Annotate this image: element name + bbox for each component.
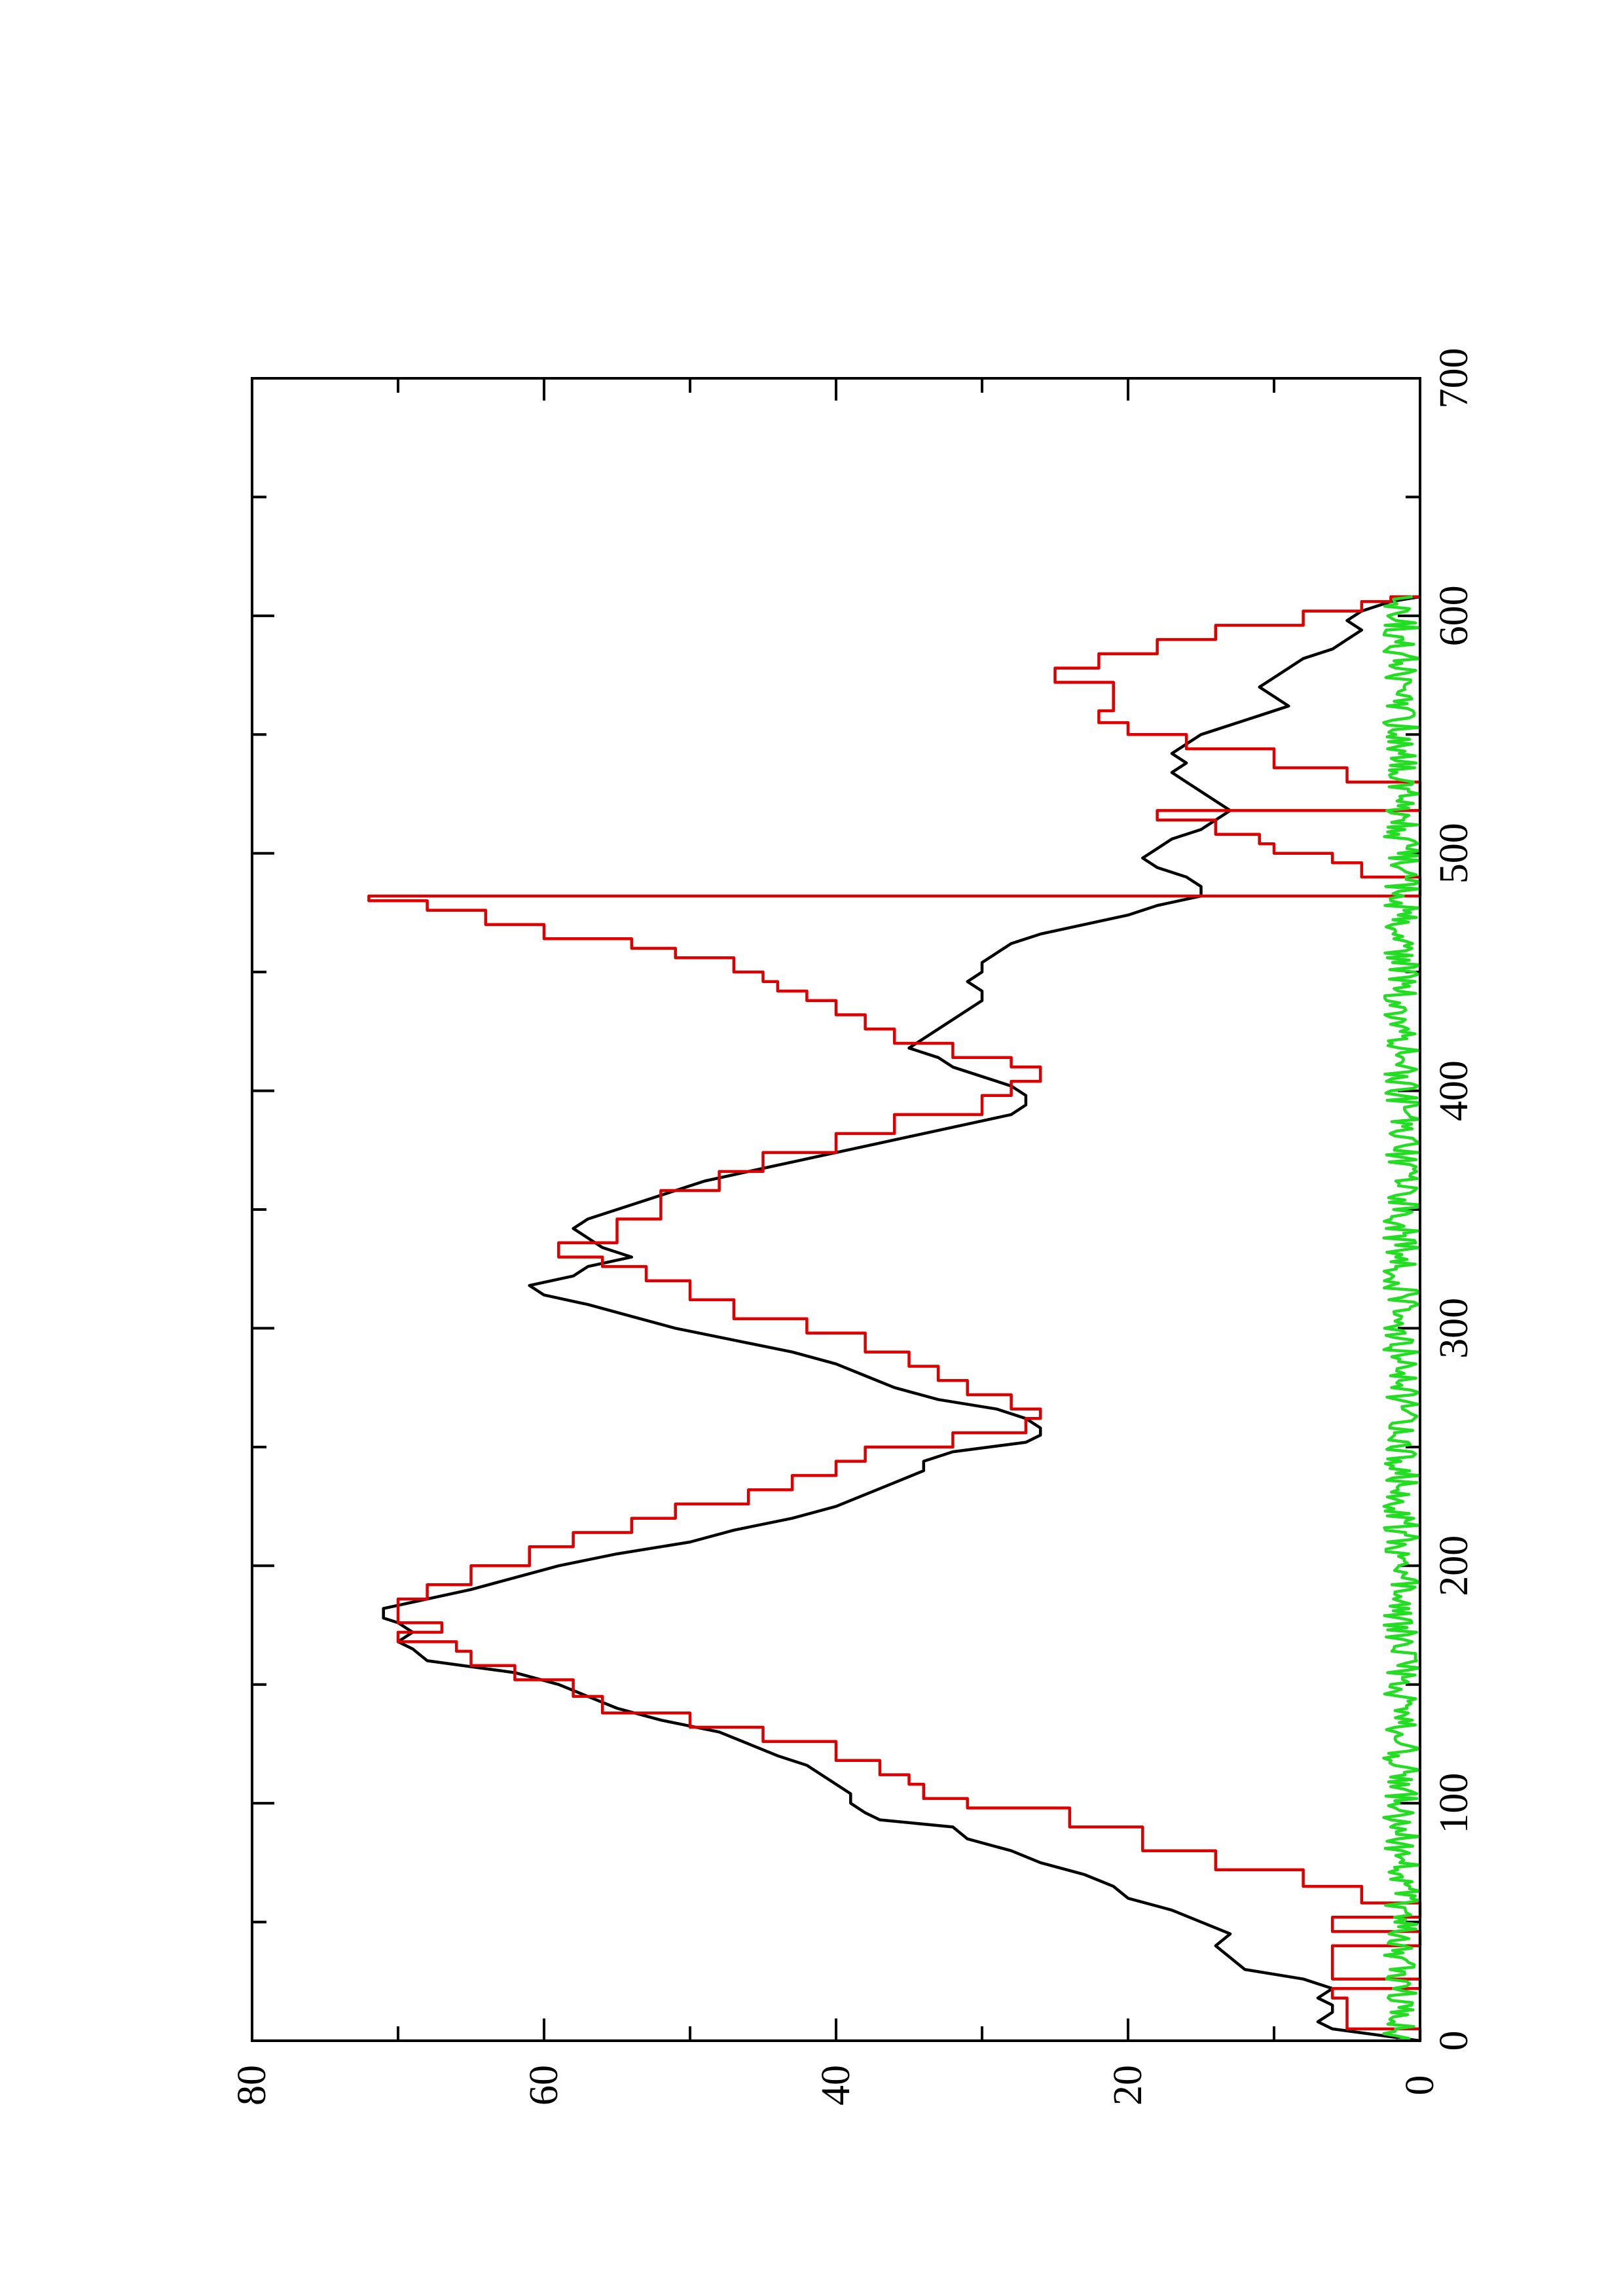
plot-frame xyxy=(251,377,1421,2042)
x-tick-label-100: 100 xyxy=(1432,1773,1476,1834)
series-line-2 xyxy=(367,595,1422,2041)
tick-labels: 0 100 200 300 400 500 600 700 0 20 40 60 80 xyxy=(230,348,1476,2106)
x-tick-label-300: 300 xyxy=(1432,1298,1476,1359)
series-line-3 xyxy=(1382,595,1422,2043)
x-tick-label-200: 200 xyxy=(1432,1535,1476,1596)
series-line-1 xyxy=(382,595,1421,2043)
y-tick-label-80: 80 xyxy=(230,2065,274,2106)
x-tick-label-400: 400 xyxy=(1432,1060,1476,1121)
y-tick-label-60: 60 xyxy=(522,2065,566,2106)
y-tick-label-0: 0 xyxy=(1398,2075,1442,2096)
axis-ticks xyxy=(251,377,1421,2042)
y-tick-label-20: 20 xyxy=(1106,2065,1150,2106)
x-tick-label-500: 500 xyxy=(1432,823,1476,884)
y-tick-label-40: 40 xyxy=(814,2065,858,2106)
x-tick-label-0: 0 xyxy=(1432,2031,1476,2051)
x-tick-label-700: 700 xyxy=(1432,348,1476,409)
series-lines xyxy=(367,595,1422,2043)
x-tick-label-600: 600 xyxy=(1432,585,1476,646)
